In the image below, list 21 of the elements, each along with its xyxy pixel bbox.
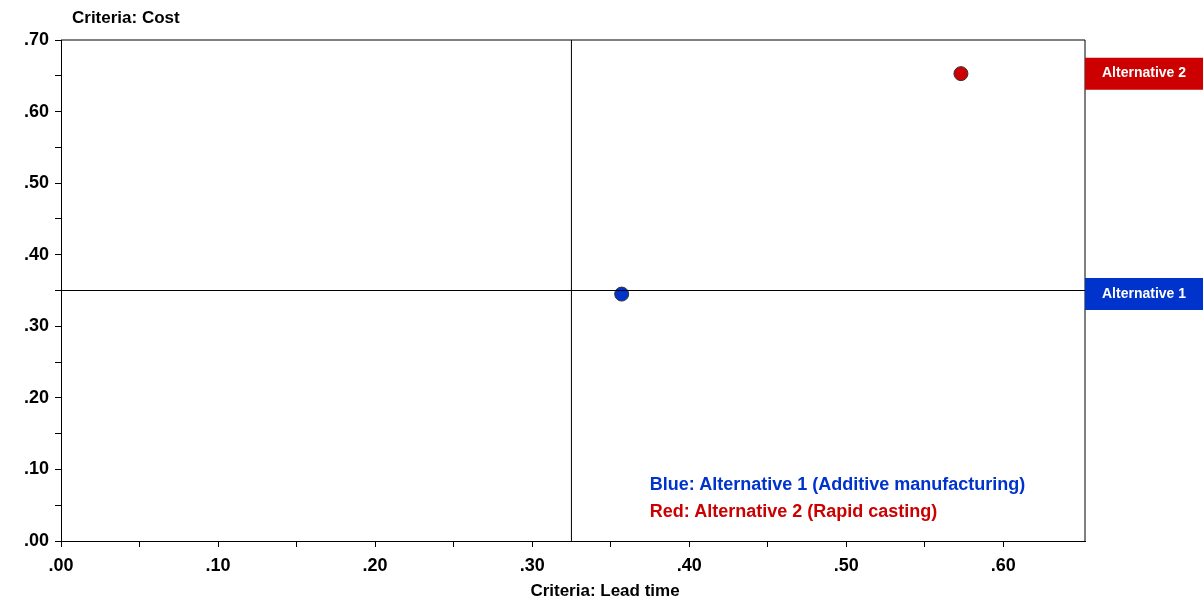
x-tick-label: .40 bbox=[676, 554, 702, 575]
y-axis-title: Criteria: Cost bbox=[72, 7, 181, 27]
x-tick-label: .30 bbox=[519, 554, 545, 575]
y-tick-label: .40 bbox=[23, 243, 49, 264]
y-tick-label: .70 bbox=[23, 28, 49, 49]
annotation: Blue: Alternative 1 (Additive manufacturing) bbox=[649, 473, 1026, 494]
x-tick-label: .20 bbox=[362, 554, 388, 575]
y-tick-label: .60 bbox=[23, 100, 49, 121]
annotation: Red: Alternative 2 (Rapid casting) bbox=[649, 500, 938, 521]
y-tick-label: .50 bbox=[23, 172, 49, 193]
y-tick-label: .30 bbox=[23, 315, 49, 336]
x-tick-label: .10 bbox=[205, 554, 231, 575]
text: Alternative 1 bbox=[1101, 284, 1187, 301]
x-axis-title: Criteria: Lead time bbox=[530, 580, 680, 600]
y-tick-label: .10 bbox=[23, 458, 49, 479]
text: Alternative 2 bbox=[1101, 64, 1187, 81]
x-tick-label: .00 bbox=[48, 554, 74, 575]
y-tick-label: .20 bbox=[23, 386, 49, 407]
x-tick-label: .50 bbox=[833, 554, 859, 575]
x-tick-label: .60 bbox=[990, 554, 1016, 575]
y-tick-label: .00 bbox=[23, 529, 49, 550]
